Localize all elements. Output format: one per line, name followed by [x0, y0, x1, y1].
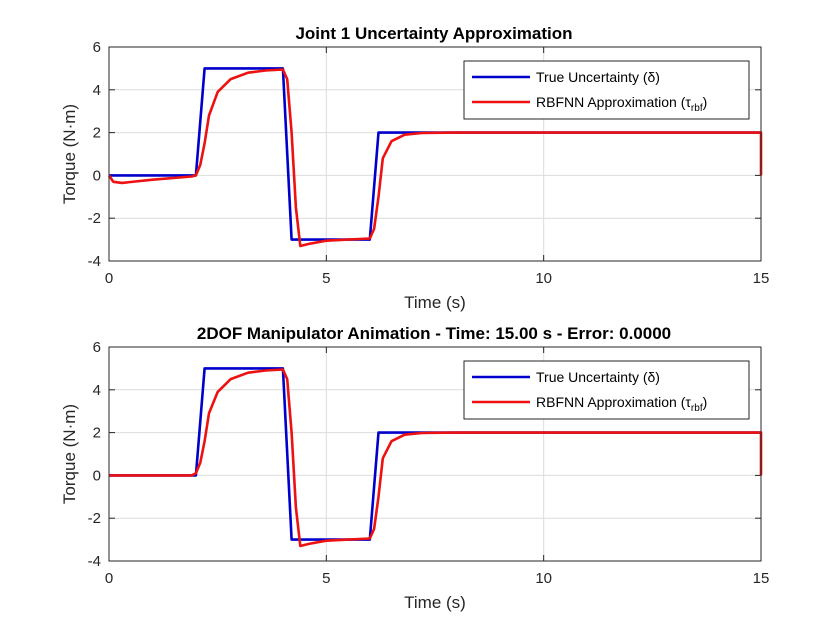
legend-label-text: True Uncertainty (δ) [536, 369, 660, 385]
y-tick-label: -2 [88, 210, 101, 227]
y-tick-label: 6 [93, 39, 101, 56]
y-tick-label: -4 [88, 553, 101, 570]
y-tick-label: 0 [93, 467, 101, 484]
x-tick-label: 5 [322, 570, 330, 587]
chart-title: 2DOF Manipulator Animation - Time: 15.00… [197, 324, 671, 343]
x-axis-label: Time (s) [404, 293, 466, 312]
y-tick-label: 0 [93, 167, 101, 184]
y-tick-label: -4 [88, 253, 101, 270]
legend-label-subscript: rbf [691, 103, 703, 114]
x-tick-label: 0 [105, 270, 113, 287]
legend-label: True Uncertainty (δ) [536, 369, 660, 385]
true-uncertainty-line [109, 67, 761, 241]
legend-label-end: ) [703, 394, 708, 410]
legend: True Uncertainty (δ) RBFNN Approximation … [463, 360, 750, 420]
legend-label-end: ) [703, 94, 708, 110]
x-tick-label: 15 [753, 570, 770, 587]
y-tick-label: 4 [93, 382, 101, 399]
x-tick-label: 15 [753, 270, 770, 287]
chart-title: Joint 1 Uncertainty Approximation [295, 24, 572, 43]
y-tick-label: 4 [93, 82, 101, 99]
axes-box [108, 46, 762, 262]
legend-label: RBFNN Approximation (τrbf) [536, 94, 707, 114]
rbfnn-approximation-line [107, 68, 763, 248]
legend: True Uncertainty (δ) RBFNN Approximation … [463, 60, 750, 120]
legend-label: RBFNN Approximation (τrbf) [536, 394, 707, 414]
x-axis-label: Time (s) [404, 593, 466, 612]
x-tick-label: 5 [322, 270, 330, 287]
x-tick-label: 10 [535, 270, 552, 287]
rbfnn-approximation-line [109, 368, 763, 548]
y-axis-label: Torque (N·m) [60, 104, 79, 204]
x-tick-label: 10 [535, 570, 552, 587]
y-tick-label: 2 [93, 125, 101, 142]
legend-label-text: RBFNN Approximation (τ [536, 94, 691, 110]
y-tick-label: -2 [88, 510, 101, 527]
y-tick-label: 6 [93, 339, 101, 356]
legend-box [463, 360, 750, 420]
legend-label-text: RBFNN Approximation (τ [536, 394, 691, 410]
x-tick-label: 0 [105, 570, 113, 587]
chart-panel-1: 0 5 10 15 -4 -2 0 2 4 6 Joint 1 Uncertainty Approx… [60, 24, 769, 312]
legend-label: True Uncertainty (δ) [536, 69, 660, 85]
legend-label-subscript: rbf [691, 403, 703, 414]
legend-label-text: True Uncertainty (δ) [536, 69, 660, 85]
legend-box [463, 60, 750, 120]
y-tick-label: 2 [93, 425, 101, 442]
y-axis-label: Torque (N·m) [60, 404, 79, 504]
chart-panel-2: 0 5 10 15 -4 -2 0 2 4 6 2DOF Manipulator Animation… [60, 324, 769, 612]
true-uncertainty-line [109, 367, 761, 541]
axes-box [108, 346, 762, 562]
